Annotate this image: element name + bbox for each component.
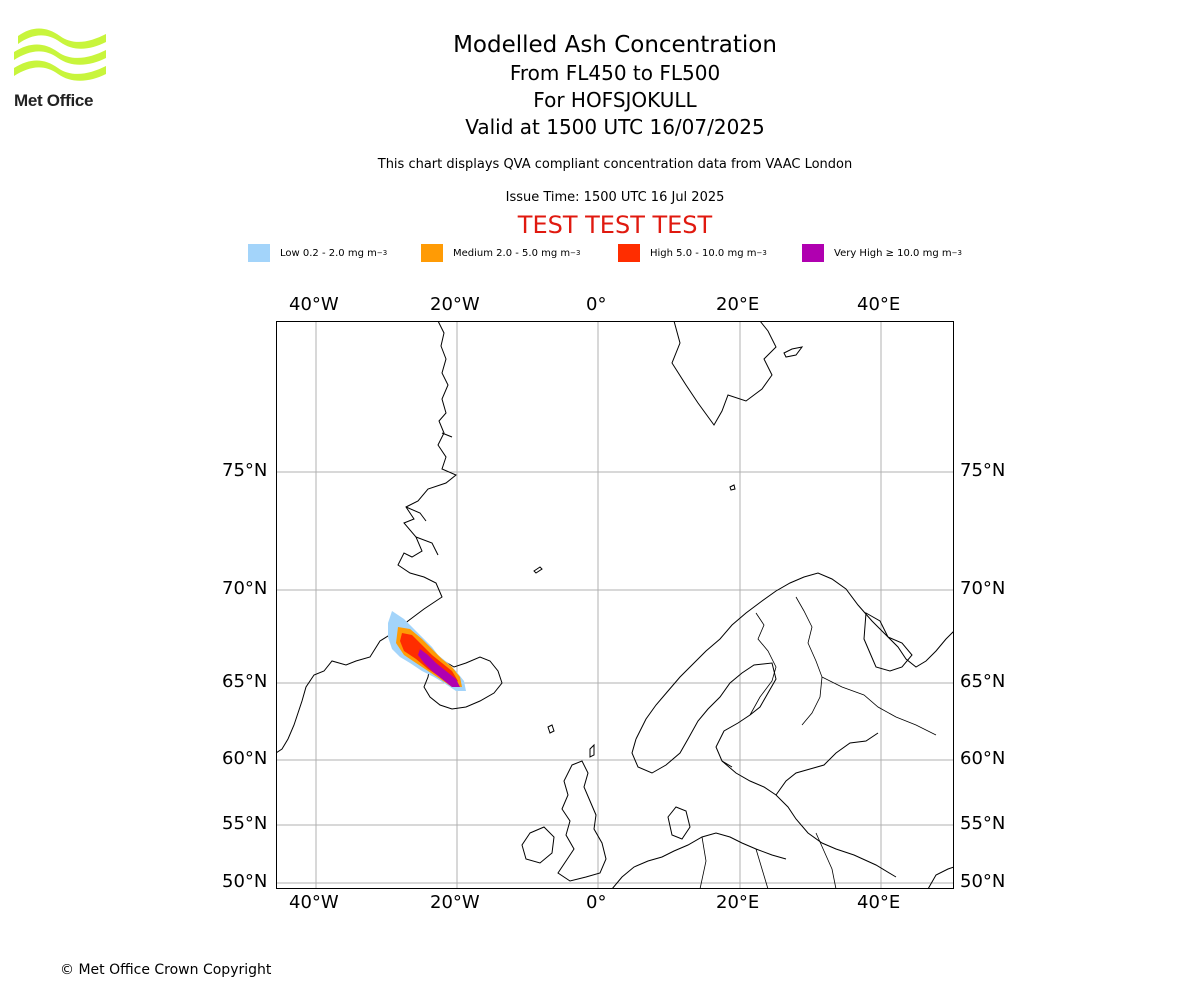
chart-title: Modelled Ash Concentration: [453, 32, 777, 58]
copyright: © Met Office Crown Copyright: [60, 962, 272, 978]
legend-unit-exp-very-high: −3: [951, 249, 962, 257]
test-banner: TEST TEST TEST: [517, 211, 713, 239]
lon-label-top-40w: 40°W: [289, 294, 339, 315]
legend-swatch-high: [618, 244, 640, 262]
lon-label-top-40e: 40°E: [857, 294, 901, 315]
coast-shetland: [589, 743, 595, 758]
border-europe-1: [699, 836, 707, 889]
coast-faroe: [547, 724, 555, 734]
issue-time: Issue Time: 1500 UTC 16 Jul 2025: [505, 190, 725, 205]
border-finland: [795, 596, 823, 726]
lat-label-right-55n: 55°N: [960, 813, 1006, 834]
coastlines: [276, 321, 954, 889]
coast-scandinavia: [635, 572, 954, 740]
coast-greenland: [276, 321, 457, 754]
coast-denmark: [667, 806, 691, 840]
lon-label-top-20e: 20°E: [716, 294, 760, 315]
lon-label-top-20w: 20°W: [430, 294, 480, 315]
coast-baltic-east: [775, 732, 879, 796]
coast-jan-mayen: [533, 566, 543, 574]
legend-unit-exp-high: −3: [756, 249, 767, 257]
volcano-name: For HOFSJOKULL: [533, 88, 697, 112]
border-europe-3: [815, 832, 837, 889]
lat-label-right-65n: 65°N: [960, 671, 1006, 692]
coast-ireland: [521, 826, 555, 864]
logo-text: Met Office: [14, 91, 94, 110]
border-russia: [821, 676, 937, 736]
legend-label-low: Low 0.2 - 2.0 mg m: [280, 247, 377, 259]
border-norway-sweden: [749, 612, 777, 716]
lat-label-left-70n: 70°N: [222, 578, 268, 599]
coast-great-britain: [557, 760, 607, 882]
lon-label-bottom-20e: 20°E: [716, 892, 760, 913]
coast-svalbard-east: [783, 346, 804, 358]
coast-norway-south: [631, 662, 777, 774]
lat-label-right-70n: 70°N: [960, 578, 1006, 599]
coast-white-sea: [863, 612, 913, 672]
lat-label-right-60n: 60°N: [960, 748, 1006, 769]
lon-label-bottom-20w: 20°W: [430, 892, 480, 913]
coast-europe: [611, 832, 787, 889]
coast-bear-island: [729, 484, 736, 491]
lat-label-left-65n: 65°N: [222, 671, 268, 692]
legend-item-very-high: Very High ≥ 10.0 mg m −3: [802, 244, 962, 262]
border-europe-2: [755, 848, 769, 889]
met-office-waves-icon: [14, 28, 106, 81]
coast-greenland-fjord-3: [441, 432, 453, 438]
lon-label-top-0: 0°: [586, 294, 607, 315]
lon-label-bottom-0: 0°: [586, 892, 607, 913]
legend-item-medium: Medium 2.0 - 5.0 mg m −3: [421, 244, 580, 262]
map-frame: [276, 321, 954, 889]
lon-label-bottom-40w: 40°W: [289, 892, 339, 913]
legend-label-very-high: Very High ≥ 10.0 mg m: [834, 247, 952, 259]
legend-label-high: High 5.0 - 10.0 mg m: [650, 247, 757, 259]
lat-label-left-60n: 60°N: [222, 748, 268, 769]
lat-label-left-55n: 55°N: [222, 813, 268, 834]
coast-svalbard: [671, 321, 777, 426]
lon-label-bottom-40e: 40°E: [857, 892, 901, 913]
coast-greenland-fjord-2: [415, 536, 439, 556]
legend-swatch-low: [248, 244, 270, 262]
map-gridlines: [276, 321, 954, 889]
legend-label-medium: Medium 2.0 - 5.0 mg m: [453, 247, 571, 259]
coast-black-sea: [927, 866, 954, 889]
met-office-logo: Met Office: [14, 28, 109, 112]
lat-label-left-50n: 50°N: [222, 871, 268, 892]
chart-header: Modelled Ash Concentration From FL450 to…: [300, 30, 930, 239]
legend-unit-exp-medium: −3: [570, 249, 581, 257]
flight-levels: From FL450 to FL500: [509, 61, 721, 85]
ash-very-high: [418, 649, 460, 687]
chart-description: This chart displays QVA compliant concen…: [377, 157, 853, 172]
valid-time: Valid at 1500 UTC 16/07/2025: [465, 115, 765, 139]
legend-item-low: Low 0.2 - 2.0 mg m −3: [248, 244, 387, 262]
lat-label-left-75n: 75°N: [222, 460, 268, 481]
legend-item-high: High 5.0 - 10.0 mg m −3: [618, 244, 767, 262]
legend-swatch-medium: [421, 244, 443, 262]
ash-map: [276, 321, 954, 889]
coast-iceland: [423, 656, 503, 710]
coast-baltic: [721, 760, 897, 878]
legend-swatch-very-high: [802, 244, 824, 262]
lat-label-right-50n: 50°N: [960, 871, 1006, 892]
coast-greenland-fjord-1: [405, 506, 427, 522]
ash-plume: [388, 611, 466, 691]
lat-label-right-75n: 75°N: [960, 460, 1006, 481]
legend-unit-exp-low: −3: [376, 249, 388, 257]
